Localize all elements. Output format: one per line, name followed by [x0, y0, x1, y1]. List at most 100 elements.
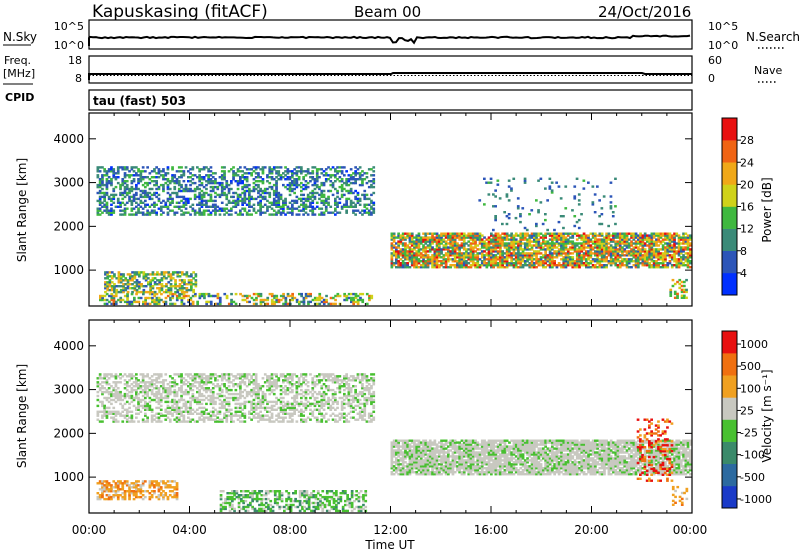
power-cell [230, 300, 233, 304]
power-cell [302, 296, 306, 300]
velocity-cell [123, 373, 127, 376]
power-cell [625, 250, 629, 253]
power-cell [144, 298, 147, 302]
velocity-cell [157, 398, 161, 402]
power-cell [401, 236, 405, 239]
power-cell [200, 197, 204, 201]
velocity-cell [198, 392, 201, 396]
velocity-cell [119, 392, 122, 396]
power-cell [168, 187, 172, 191]
power-cell [655, 262, 658, 265]
power-cell [205, 174, 208, 177]
power-cell [192, 271, 195, 274]
power-cell [110, 292, 114, 296]
power-cell [313, 213, 317, 216]
power-cell [682, 248, 685, 251]
power-cell [126, 296, 129, 300]
power-cell [539, 262, 543, 265]
power-cell [417, 236, 421, 239]
power-cell [322, 300, 326, 304]
power-cell [582, 232, 586, 235]
power-cell [630, 254, 633, 257]
power-cell [241, 213, 244, 216]
power-cell [189, 176, 192, 179]
velocity-cell [123, 383, 127, 386]
power-cell [422, 246, 425, 249]
power-cell [499, 240, 502, 243]
power-cell [144, 170, 147, 173]
power-cell [675, 232, 679, 235]
power-cell [322, 189, 326, 193]
power-cell [413, 262, 416, 265]
power-cell [480, 256, 484, 259]
power-cell [494, 195, 497, 198]
power-cell [132, 187, 136, 191]
power-cell [657, 234, 660, 237]
power-cell [166, 207, 170, 210]
y-tick-label: 3000 [53, 176, 84, 190]
power-cell [404, 250, 407, 253]
power-cell [198, 296, 202, 300]
power-cell [261, 211, 265, 214]
power-cell [257, 195, 260, 199]
power-cell [530, 252, 534, 255]
power-cell [331, 193, 335, 197]
power-cell [139, 172, 143, 175]
power-cell [232, 174, 235, 177]
velocity-cell [218, 392, 222, 396]
power-cell [474, 240, 477, 243]
power-cell [107, 213, 111, 216]
velocity-cell [125, 408, 129, 411]
velocity-cell [200, 373, 204, 376]
power-cell [338, 197, 342, 201]
power-cell [496, 246, 500, 249]
power-cell [315, 170, 319, 173]
power-cell [580, 246, 584, 249]
power-cell [664, 242, 667, 245]
power-cell [677, 240, 681, 243]
power-cell [627, 246, 631, 249]
power-cell [159, 201, 163, 204]
power-cell [167, 273, 171, 276]
velocity-cell [177, 406, 181, 410]
power-cell [447, 234, 450, 237]
power-cell [686, 242, 690, 245]
power-cell [596, 244, 599, 247]
power-cell [582, 256, 586, 259]
power-cell [284, 302, 288, 306]
power-cell [347, 205, 351, 208]
power-cell [562, 240, 566, 243]
power-cell [270, 294, 274, 298]
power-cell [126, 300, 129, 304]
power-cell [209, 193, 213, 197]
power-cell [582, 254, 586, 257]
power-cell [603, 248, 606, 251]
power-cell [248, 195, 251, 199]
power-cell [598, 242, 602, 245]
power-cell [442, 254, 446, 257]
power-cell [116, 199, 120, 203]
velocity-cell [98, 420, 102, 423]
power-cell [149, 287, 152, 290]
power-cell [503, 232, 507, 235]
power-cell [598, 254, 602, 257]
power-cell [166, 178, 170, 181]
power-cell [637, 242, 640, 245]
power-cell [503, 256, 507, 259]
power-cell [616, 232, 620, 235]
velocity-cell [153, 387, 156, 390]
power-cell [410, 250, 414, 253]
power-cell [589, 266, 593, 269]
power-cell [678, 278, 682, 282]
power-cell [324, 209, 328, 212]
power-cell [286, 207, 290, 210]
power-cell [689, 242, 692, 245]
power-cell [248, 294, 251, 298]
power-cell [503, 260, 507, 263]
power-cell [144, 296, 147, 300]
velocity-cell [114, 377, 118, 380]
power-cell [609, 260, 613, 263]
velocity-cell [166, 392, 170, 396]
power-cell [458, 266, 461, 269]
